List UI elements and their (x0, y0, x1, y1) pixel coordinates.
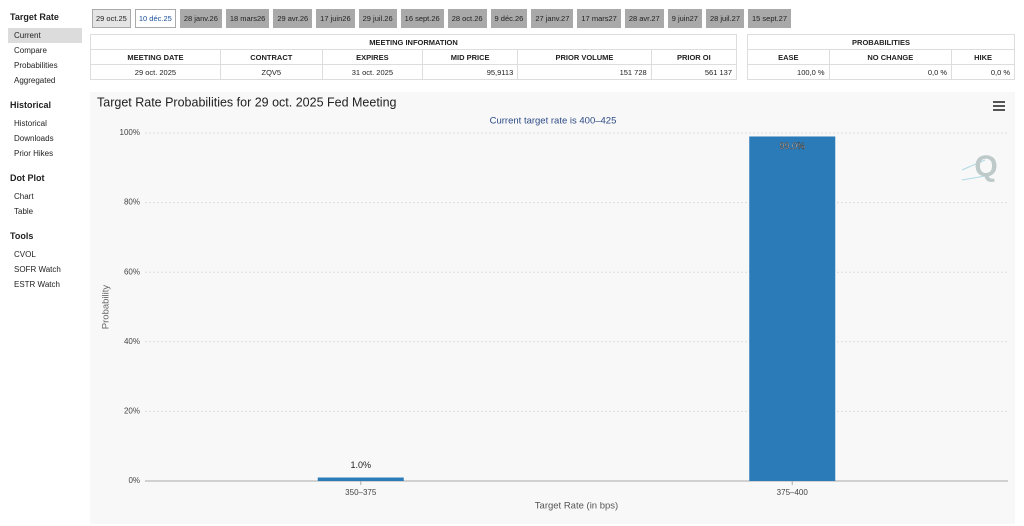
meeting-table: MEETING INFORMATION MEETING DATE CONTRACT E… (90, 34, 738, 80)
nav-link[interactable]: Current (8, 28, 82, 43)
y-tick-label: 20% (124, 407, 140, 416)
probabilities-table: PROBABILITIES EASE NO CHANGE HIKE 100,0 % 0,0… (747, 34, 1015, 80)
y-tick-label: 80% (124, 198, 140, 207)
date-tab[interactable]: 28 oct.26 (447, 9, 487, 28)
svg-text:Q: Q (974, 150, 997, 183)
chart-subtitle: Current target rate is 400–425 (490, 116, 617, 127)
header-row: EASE NO CHANGE HIKE (747, 49, 1015, 65)
section-title: Historical (10, 100, 52, 110)
cell: 0,0 % (828, 64, 953, 80)
cell: 0,0 % (951, 64, 1015, 80)
cell: 29 oct. 2025 (90, 64, 221, 80)
section-title: Target Rate (10, 12, 59, 22)
nav-link[interactable]: ESTR Watch (14, 280, 60, 289)
section-title: Dot Plot (10, 173, 45, 183)
bar (317, 477, 404, 481)
section-title: Tools (10, 231, 34, 241)
data-row: 100,0 % 0,0 % 0,0 % (747, 64, 1015, 80)
date-tab[interactable]: 17 juin26 (316, 9, 355, 28)
date-tab[interactable]: 29 avr.26 (273, 9, 313, 28)
date-tab[interactable]: 9 juin27 (667, 9, 702, 28)
date-tab[interactable]: 9 déc.26 (490, 9, 528, 28)
logo: Q (961, 150, 998, 183)
nav-link[interactable]: CVOL (14, 250, 36, 259)
nav-link[interactable]: Table (14, 207, 34, 216)
nav-link[interactable]: Compare (14, 46, 47, 55)
y-tick-label: 40% (124, 337, 140, 346)
nav-link[interactable]: Prior Hikes (14, 149, 54, 158)
date-tab[interactable]: 27 janv.27 (531, 9, 574, 28)
nav-link[interactable]: Downloads (14, 134, 54, 143)
sidebar: Target Rate Current Compare Probabilities Ag… (8, 8, 82, 292)
date-tab[interactable]: 15 sept.27 (748, 9, 792, 28)
y-axis-label: Probability (101, 285, 112, 330)
date-tab[interactable]: 29 oct.25 (92, 9, 131, 28)
nav-link[interactable]: Probabilities (14, 61, 58, 70)
x-tick-label: 350–375 (345, 488, 377, 497)
nav-link[interactable]: Aggregated (14, 76, 56, 85)
date-tab[interactable]: 28 juil.27 (705, 9, 744, 28)
date-tab[interactable]: 18 mars26 (225, 9, 270, 28)
date-tab[interactable]: 17 mars27 (577, 9, 621, 28)
y-tick-label: 60% (124, 267, 140, 276)
cell: 561 137 (650, 64, 738, 80)
date-tab[interactable]: 28 janv.26 (179, 9, 222, 28)
bar (749, 136, 836, 482)
chart-panel (90, 92, 1015, 524)
data-row: 29 oct. 2025 ZQV5 31 oct. 2025 95,9113 151 7… (90, 64, 738, 80)
y-tick-label: 100% (120, 128, 140, 137)
menu-icon[interactable] (993, 101, 1005, 111)
nav-link[interactable]: SOFR Watch (14, 265, 61, 274)
y-tick-label: 0% (128, 476, 140, 485)
date-tabs: 29 oct.25 10 déc.25 28 janv.26 18 mars26 29 … (92, 9, 792, 28)
cell: 31 oct. 2025 (321, 64, 424, 80)
x-tick-label: 375–400 (777, 488, 809, 497)
data-label: 1.0% (350, 460, 371, 470)
nav-link[interactable]: Historical (14, 119, 47, 128)
date-tab[interactable]: 29 juil.26 (358, 9, 397, 28)
data-label: 99.0% (779, 141, 805, 151)
date-tab[interactable]: 28 avr.27 (624, 9, 664, 28)
date-tab[interactable]: 16 sept.26 (400, 9, 444, 28)
date-tab[interactable]: 10 déc.25 (134, 9, 176, 28)
chart-title: Target Rate Probabilities for 29 oct. 20… (97, 95, 397, 109)
nav-link[interactable]: Chart (14, 192, 34, 201)
x-axis-label: Target Rate (in bps) (535, 501, 618, 512)
cell: 95,9113 (421, 64, 519, 80)
